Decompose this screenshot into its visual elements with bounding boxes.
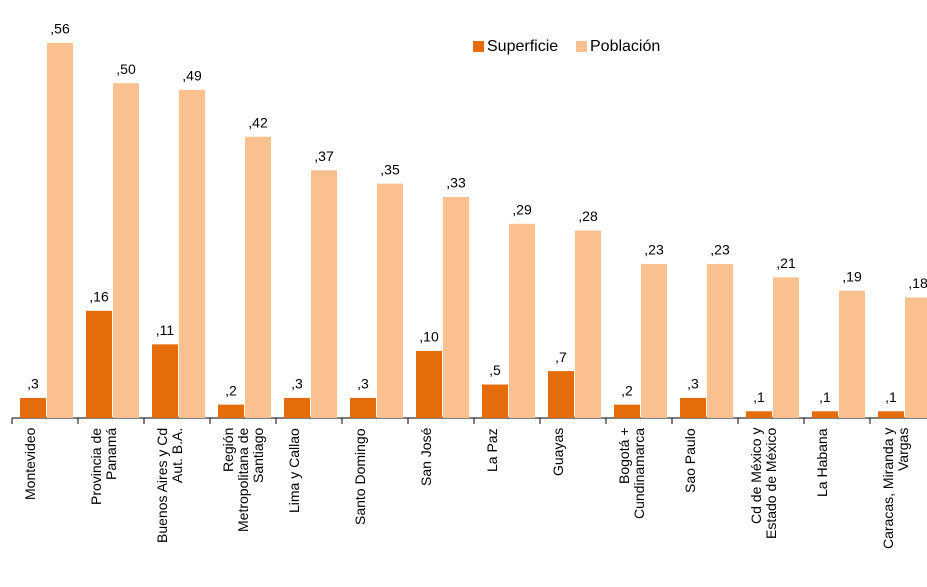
data-label: ,37	[314, 148, 334, 164]
data-label: ,50	[116, 61, 136, 77]
x-tick-label: Bogotá + Cundinamarca	[616, 428, 647, 520]
bar	[878, 411, 904, 418]
data-label: ,23	[644, 242, 664, 258]
data-label: ,29	[512, 202, 532, 218]
bar	[905, 297, 927, 418]
bar	[812, 411, 838, 418]
x-tick-label: Sao Paulo	[682, 428, 698, 493]
data-label: ,18	[908, 275, 927, 291]
data-label: ,1	[753, 389, 765, 405]
bar	[377, 183, 403, 418]
x-tick-label: Región Metropolitana de Santiago	[220, 428, 266, 533]
bar	[443, 197, 469, 418]
bar	[47, 43, 73, 418]
bar	[482, 384, 508, 418]
data-label: ,56	[50, 21, 70, 37]
data-label: ,35	[380, 161, 400, 177]
data-label: ,28	[578, 208, 598, 224]
bar	[179, 89, 205, 418]
bar	[839, 290, 865, 418]
legend-swatch	[473, 41, 484, 52]
bar	[284, 397, 310, 418]
x-tick-label: Cd de México y Estado de México	[748, 428, 779, 540]
bar	[416, 351, 442, 418]
bar	[113, 83, 139, 418]
x-tick-label: Lima y Callao	[286, 428, 302, 513]
data-label: ,2	[621, 382, 633, 398]
bar	[707, 263, 733, 418]
data-label: ,1	[885, 389, 897, 405]
bar	[245, 136, 271, 418]
data-label: ,11	[156, 322, 175, 338]
x-tick-label: Montevideo	[22, 428, 38, 501]
bar	[773, 277, 799, 418]
data-label: ,33	[446, 175, 466, 191]
data-label: ,1	[819, 389, 831, 405]
bar	[350, 397, 376, 418]
data-label: ,2	[225, 382, 237, 398]
x-tick-label: Guayas	[550, 428, 566, 477]
bar	[575, 230, 601, 418]
bar	[614, 404, 640, 418]
x-tick-label: Buenos Aires y Cd Aut. B.A.	[154, 428, 185, 544]
legend-label: Población	[590, 38, 660, 55]
data-label: ,3	[357, 376, 369, 392]
data-label: ,21	[776, 255, 796, 271]
bar	[86, 310, 112, 418]
bar	[746, 411, 772, 418]
data-label: ,49	[182, 68, 202, 84]
x-tick-label: La Habana	[814, 428, 830, 497]
bar	[641, 263, 667, 418]
data-label: ,3	[291, 376, 303, 392]
data-label: ,10	[419, 329, 439, 345]
data-label: ,19	[842, 268, 862, 284]
x-tick-label: Caracas, Miranda y Vargas	[880, 428, 911, 550]
bar	[20, 397, 46, 418]
bar	[509, 223, 535, 418]
data-label: ,3	[687, 376, 699, 392]
bar	[152, 344, 178, 418]
data-label: ,7	[555, 349, 567, 365]
bar	[218, 404, 244, 418]
data-label: ,42	[248, 114, 268, 130]
data-label: ,3	[27, 376, 39, 392]
bar	[548, 371, 574, 418]
legend-label: Superficie	[487, 38, 558, 55]
data-label: ,16	[89, 289, 109, 305]
data-label: ,5	[489, 362, 501, 378]
x-tick-label: Provincia de Panamá	[88, 428, 119, 506]
legend-swatch	[576, 41, 587, 52]
data-label: ,23	[710, 242, 730, 258]
bar	[311, 170, 337, 418]
x-tick-label: Santo Domingo	[352, 428, 368, 525]
x-tick-label: San José	[418, 428, 434, 487]
bar	[680, 397, 706, 418]
x-tick-label: La Paz	[484, 428, 500, 472]
